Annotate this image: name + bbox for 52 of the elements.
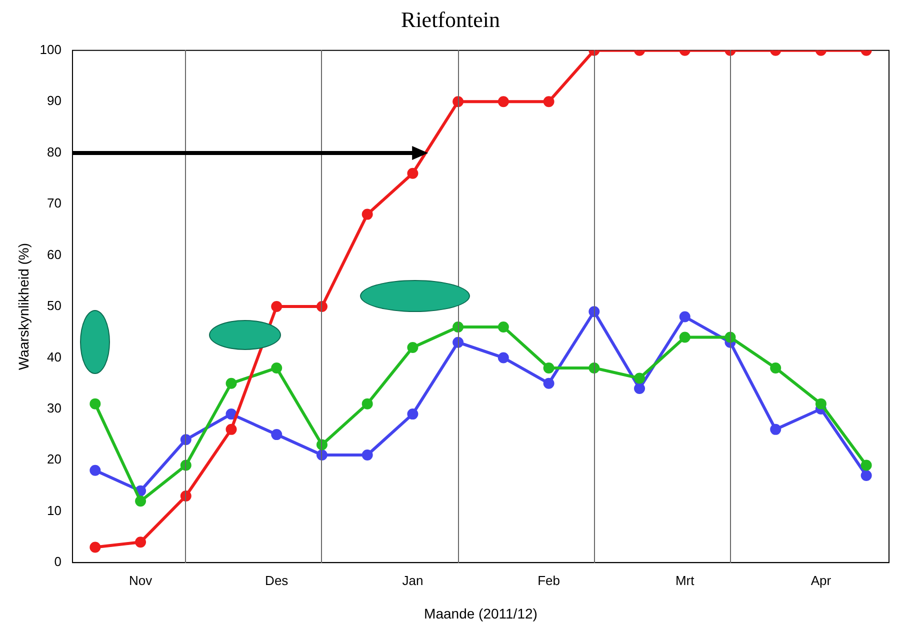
point xyxy=(90,542,101,553)
y-axis-title: Waarskynlikheid (%) xyxy=(15,242,32,370)
x-tick-label: Feb xyxy=(538,572,560,588)
x-axis-title: Maande (2011/12) xyxy=(424,605,538,622)
point xyxy=(407,408,418,420)
x-tick-label: Des xyxy=(265,572,289,588)
point xyxy=(362,450,373,461)
x-tick-label: Apr xyxy=(810,572,832,588)
chart-title: Rietfontein xyxy=(401,6,500,32)
y-tick-label: 10 xyxy=(47,502,62,518)
point xyxy=(271,301,282,312)
y-tick-label: 0 xyxy=(54,554,62,570)
point xyxy=(90,398,101,410)
point xyxy=(543,362,554,374)
y-tick-label: 80 xyxy=(47,144,62,160)
point xyxy=(679,332,690,343)
point xyxy=(498,352,509,364)
y-tick-label: 20 xyxy=(47,452,62,467)
point xyxy=(770,362,782,374)
y-tick-label: 60 xyxy=(47,246,62,262)
x-tick-label: Nov xyxy=(128,572,153,588)
point xyxy=(362,398,373,410)
y-tick-label: 90 xyxy=(47,93,62,108)
point xyxy=(498,96,509,108)
point xyxy=(634,382,646,394)
point xyxy=(860,470,872,482)
y-tick-label: 100 xyxy=(40,42,62,57)
point xyxy=(407,342,418,353)
y-tick-label: 70 xyxy=(47,196,62,211)
x-tick-label: Jan xyxy=(402,572,424,588)
point xyxy=(271,429,282,440)
x-tick-label: Mrt xyxy=(675,572,695,588)
point xyxy=(634,372,646,384)
point xyxy=(226,378,237,389)
point xyxy=(135,496,146,507)
point xyxy=(271,362,282,374)
y-tick-label: 40 xyxy=(47,349,62,364)
point xyxy=(90,464,101,476)
point xyxy=(770,424,782,435)
point xyxy=(135,536,146,548)
point xyxy=(362,208,373,220)
point xyxy=(543,96,554,108)
point xyxy=(498,321,509,332)
point xyxy=(860,460,872,471)
y-tick-label: 50 xyxy=(47,298,62,314)
point xyxy=(679,311,690,322)
point xyxy=(815,398,826,410)
y-tick-label: 30 xyxy=(47,400,62,416)
point xyxy=(226,408,237,420)
point xyxy=(226,424,237,435)
point xyxy=(543,378,554,389)
point xyxy=(407,168,418,179)
